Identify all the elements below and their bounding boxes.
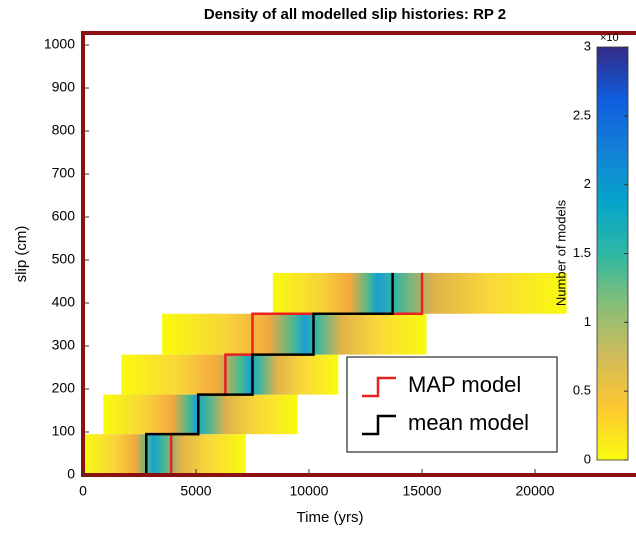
x-tick-label: 0: [79, 483, 87, 499]
colorbar-exponent: ×10: [600, 32, 619, 44]
colorbar-tick-label: 0.5: [573, 383, 591, 398]
density-band: [103, 394, 298, 435]
x-tick-label: 5000: [180, 483, 211, 499]
y-tick-label: 600: [52, 208, 76, 224]
legend-label: MAP model: [408, 372, 521, 397]
y-tick-label: 300: [52, 337, 76, 353]
legend-swatch: [362, 376, 396, 398]
legend-swatch: [362, 414, 396, 436]
colorbar: [596, 46, 629, 461]
y-tick-label: 400: [52, 294, 76, 310]
y-tick-label: 500: [52, 251, 76, 267]
y-tick-label: 1000: [44, 36, 75, 52]
x-tick-label: 20000: [516, 483, 555, 499]
y-tick-label: 700: [52, 165, 76, 181]
colorbar-tick-label: 1: [584, 314, 591, 329]
step-line: [145, 272, 394, 475]
density-band: [162, 313, 427, 355]
y-tick-label: 0: [67, 466, 75, 482]
chart-title: Density of all modelled slip histories: …: [204, 6, 506, 23]
y-tick-label: 100: [52, 423, 76, 439]
density-band: [121, 354, 339, 395]
colorbar-tick-label: 1.5: [573, 245, 591, 260]
legend-label: mean model: [408, 410, 529, 435]
colorbar-tick-label: 3: [584, 38, 591, 53]
y-tick-label: 900: [52, 79, 76, 95]
x-tick-label: 10000: [290, 483, 329, 499]
colorbar-tick-label: 0: [584, 451, 591, 466]
colorbar-tick-label: 2: [584, 176, 591, 191]
colorbar-tick-label: 2.5: [573, 107, 591, 122]
colorbar-label: Number of models: [553, 199, 568, 306]
x-tick-label: 15000: [403, 483, 442, 499]
density-band: [83, 434, 246, 475]
density-band: [272, 272, 567, 314]
axes-frame: [81, 31, 636, 477]
y-axis-label: slip (cm): [13, 226, 30, 283]
y-tick-label: 200: [52, 380, 76, 396]
legend: [346, 356, 558, 453]
y-tick-label: 800: [52, 122, 76, 138]
x-axis-label: Time (yrs): [297, 509, 364, 526]
